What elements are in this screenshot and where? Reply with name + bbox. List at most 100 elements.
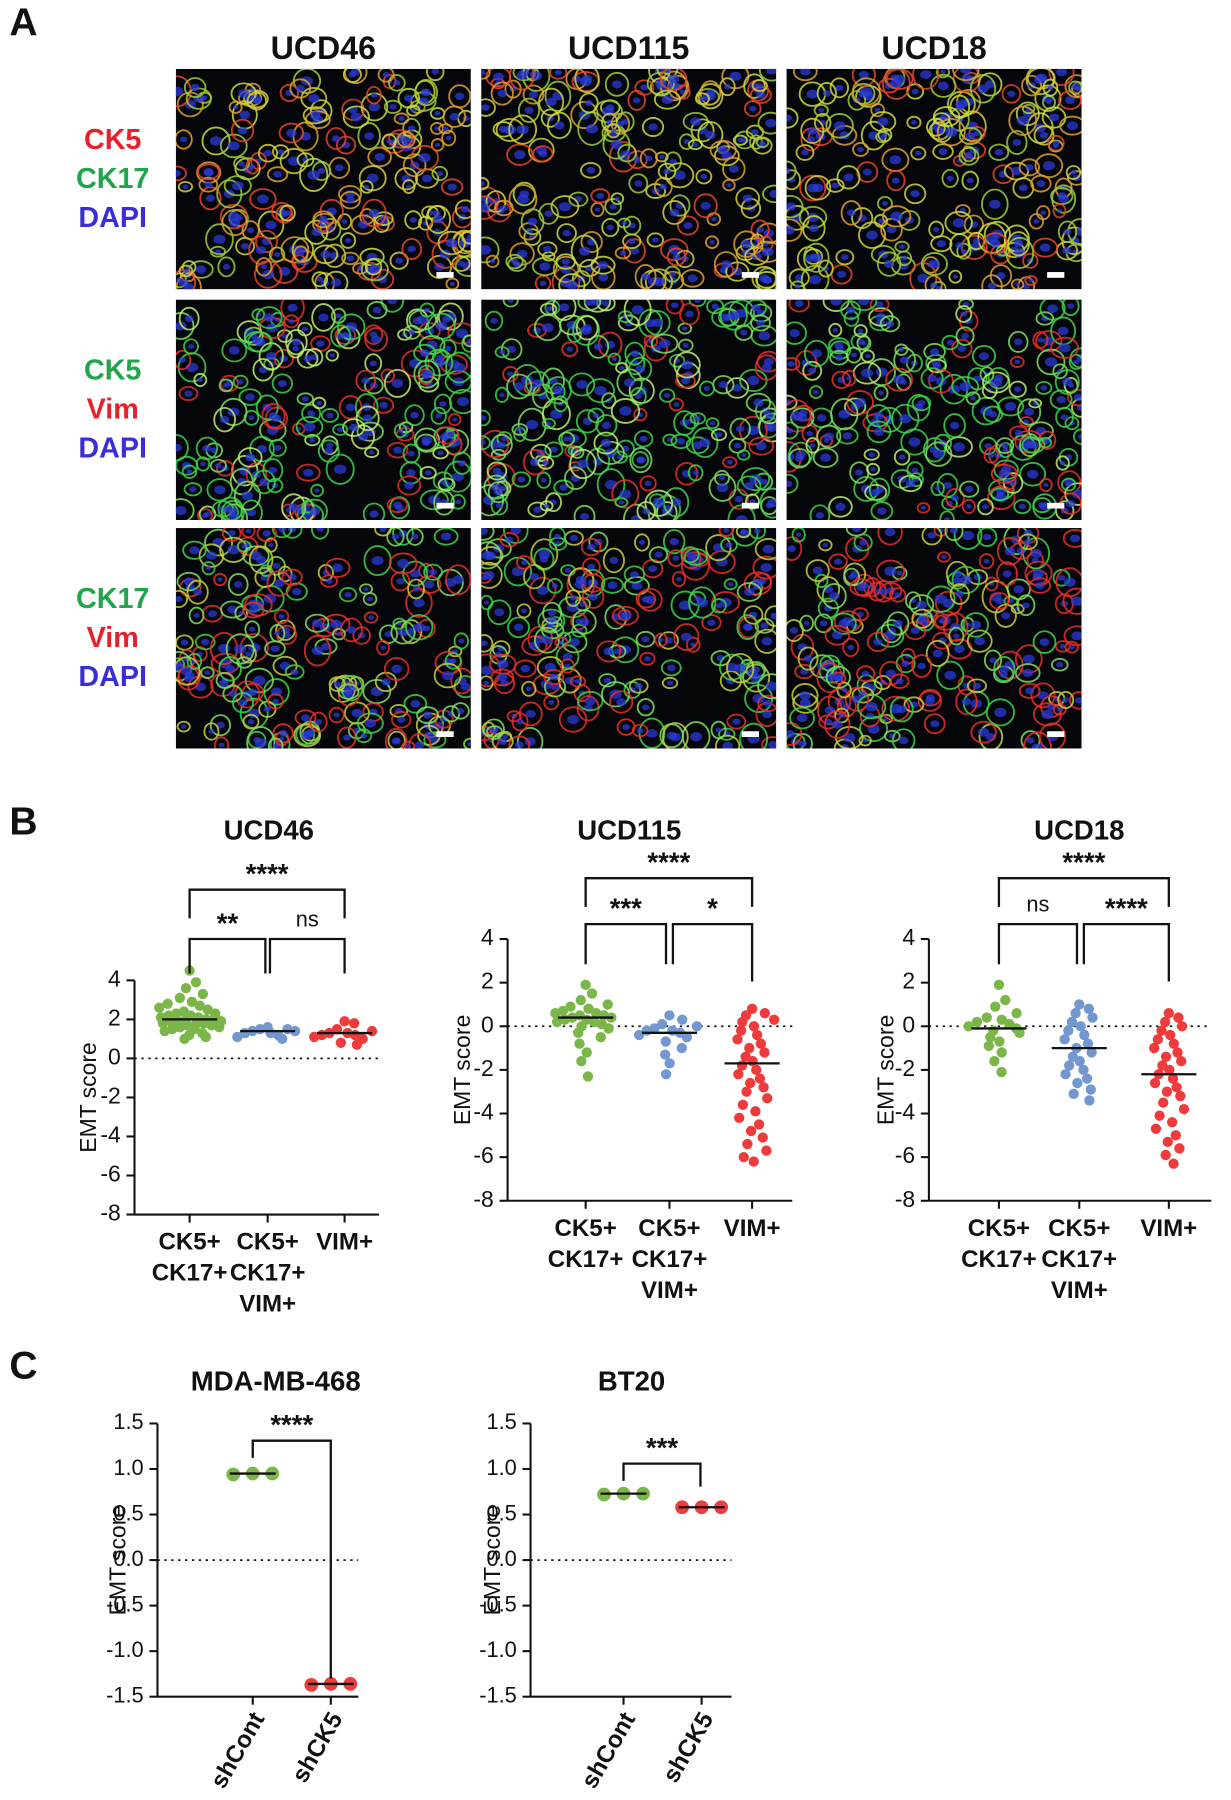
nucleus [999,670,1008,678]
data-point [1064,1060,1075,1071]
nucleus [481,550,494,560]
significance-label: **** [270,1409,313,1440]
nucleus [873,411,884,420]
panel-label: A [9,2,37,45]
nucleus [1024,163,1034,171]
nucleus [959,575,972,585]
cell [959,480,980,498]
nucleus [601,421,611,429]
significance-label: **** [647,847,690,878]
nucleus [966,177,974,184]
cell [792,68,818,82]
cell [195,456,211,472]
nucleus [1059,460,1066,466]
nucleus [927,374,937,382]
nucleus [586,543,596,551]
cell [555,253,576,270]
cell [904,183,927,205]
cell [380,368,395,383]
nucleus [421,369,433,379]
nucleus [644,480,652,487]
cell [574,68,600,94]
cell [894,240,910,253]
nucleus [247,719,255,725]
cell [451,255,471,272]
nucleus [344,237,352,243]
cell [237,447,263,468]
nucleus [558,202,571,212]
cell [219,133,248,159]
chart-title: UCD115 [577,815,681,846]
cell [1030,682,1056,709]
cell [309,711,328,733]
cell [311,271,329,288]
nucleus [1056,395,1066,404]
nucleus [994,707,1007,718]
nucleus [952,274,959,279]
cell [736,582,762,602]
cell [1035,330,1063,353]
cell [523,228,542,246]
cell [664,151,682,172]
nucleus [238,699,248,707]
cell [417,364,435,384]
nucleus [834,558,843,565]
data-point [757,1132,768,1143]
nucleus [726,183,732,188]
nucleus [749,499,756,504]
nucleus [944,670,957,680]
nucleus [715,432,723,438]
nucleus [739,329,748,336]
cell [971,345,997,368]
nucleus [331,135,341,142]
nucleus [175,170,181,177]
cell [893,448,911,466]
nucleus [344,688,354,696]
nucleus [614,196,620,201]
cell [437,302,464,331]
cell [500,338,523,361]
nucleus [530,71,543,81]
nucleus [846,209,856,217]
nucleus [619,365,625,370]
nucleus [915,150,922,156]
nucleus [301,714,311,722]
nucleus [525,710,536,718]
nucleus [345,196,355,204]
nucleus [710,216,717,222]
x-tick-label: CK17+ [632,1246,708,1273]
cell [795,144,815,161]
cell [948,269,963,284]
nucleus [584,696,596,706]
nucleus [1059,644,1066,649]
data-point [603,1023,614,1034]
cell [507,616,531,639]
cell [203,722,220,741]
nucleus [716,483,729,493]
data-point [742,1138,753,1150]
cell [364,353,383,374]
cell [1072,428,1082,445]
cell [794,664,815,680]
y-tick-label: 4 [902,924,915,950]
nucleus [316,340,325,347]
data-point [179,1033,190,1045]
nucleus [386,139,393,144]
cell [949,583,970,605]
nucleus [481,70,486,76]
cell [266,166,289,183]
nucleus [528,91,538,99]
nucleus [686,551,695,558]
data-point [761,1145,772,1156]
cell [264,406,289,430]
cell [427,312,456,340]
nucleus [255,246,267,255]
cell [494,386,509,403]
cell [433,662,462,689]
nucleus [734,495,743,503]
data-point [602,999,613,1010]
cell [181,464,198,479]
cell [299,157,329,193]
nucleus [197,377,203,383]
cell [576,690,604,712]
